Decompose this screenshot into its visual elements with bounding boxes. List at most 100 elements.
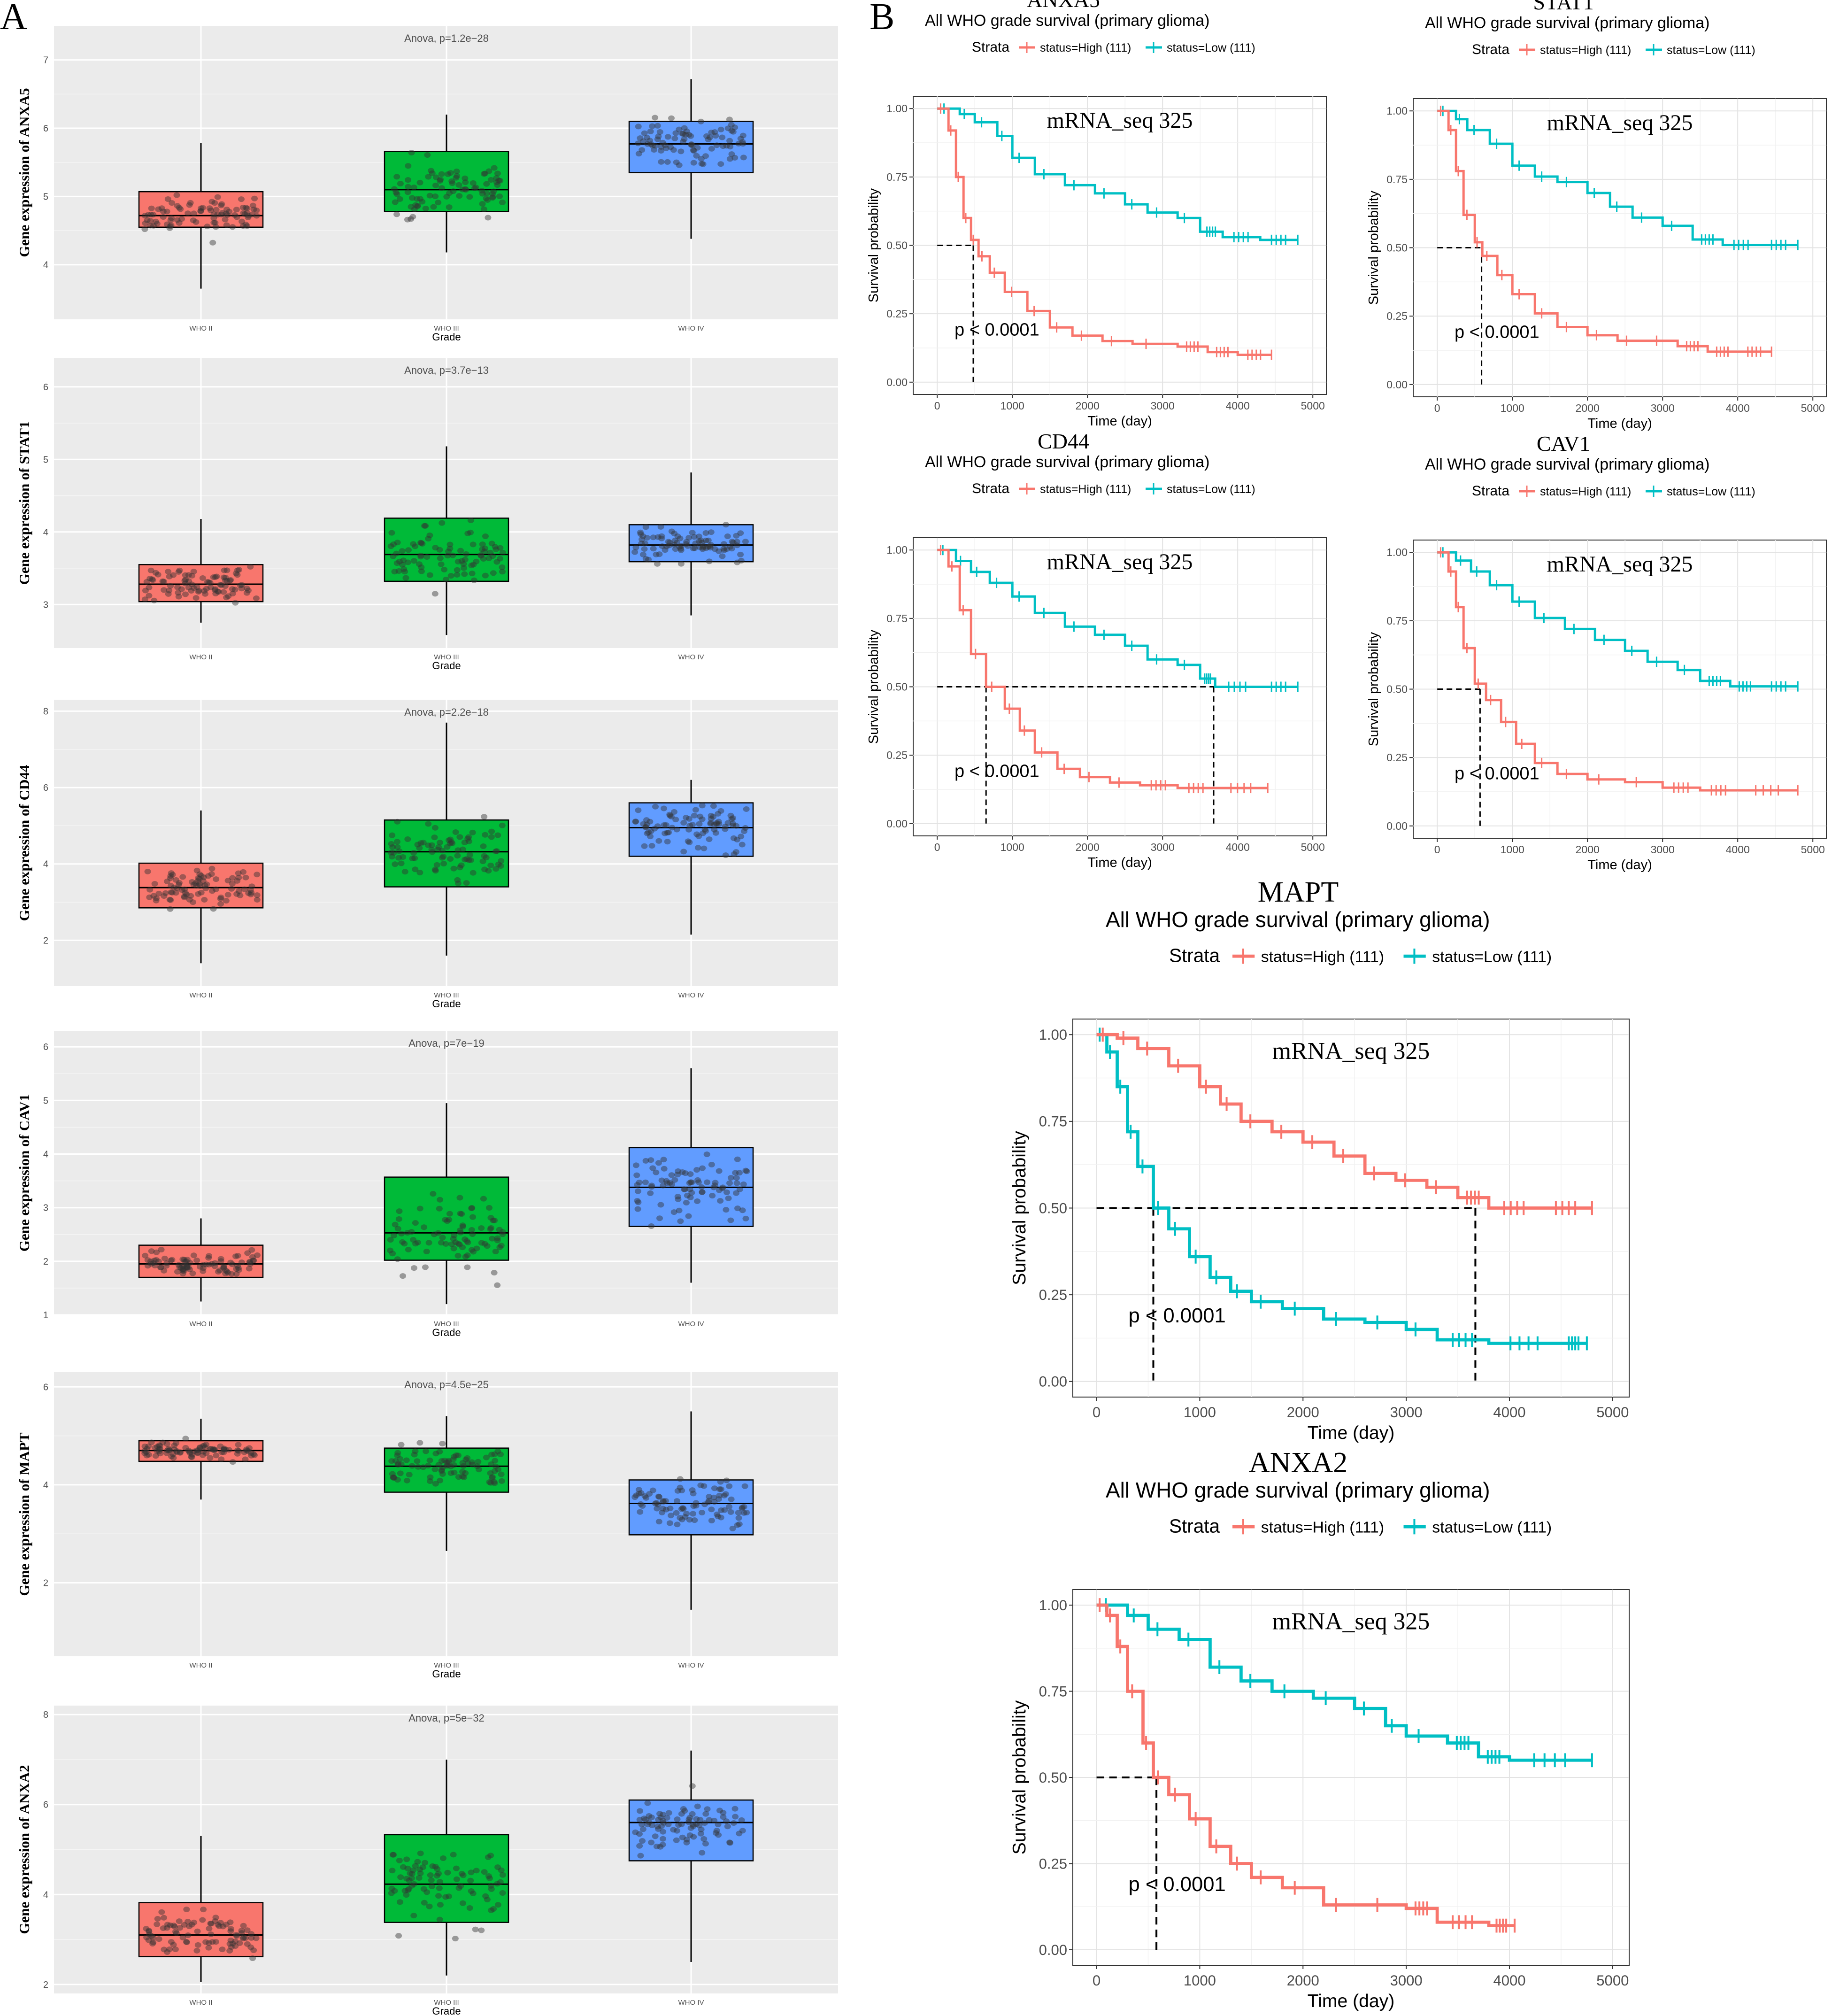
data-point (468, 1888, 475, 1894)
data-point (640, 138, 647, 144)
box-who-ii (138, 1902, 264, 1957)
data-point (488, 1461, 495, 1468)
legend-title: Strata (972, 481, 1009, 496)
data-point (146, 1928, 153, 1934)
data-point (645, 829, 652, 835)
data-point (396, 1899, 403, 1905)
data-point (464, 1455, 471, 1461)
data-point (443, 1463, 450, 1469)
data-point (217, 1443, 224, 1449)
data-point (417, 552, 424, 558)
data-point (682, 131, 689, 138)
data-point (683, 1839, 690, 1846)
data-point (240, 869, 247, 875)
data-point (681, 1187, 688, 1193)
x-tick-label: 1000 (1001, 841, 1024, 853)
data-point (389, 1852, 396, 1858)
data-point (662, 145, 670, 151)
data-point (683, 539, 690, 545)
data-point (717, 1514, 724, 1521)
data-point (723, 143, 730, 149)
data-point (199, 1917, 206, 1923)
p-value-label: p < 0.0001 (954, 762, 1039, 781)
data-point (640, 1815, 647, 1822)
data-point (404, 1230, 411, 1236)
km-panels: ANXA5 All WHO grade survival (primary gli… (866, 0, 1827, 2011)
data-point (446, 541, 454, 548)
data-point (711, 822, 718, 828)
x-axis-title: Grade (432, 2005, 461, 2016)
data-point (643, 1495, 650, 1501)
data-point (695, 538, 702, 544)
x-tick-label: 2000 (1287, 1972, 1319, 1989)
x-tick-label: WHO II (189, 324, 212, 332)
data-point (675, 1168, 682, 1174)
data-point (394, 1462, 401, 1468)
data-point (676, 1207, 683, 1213)
data-point (207, 1455, 214, 1461)
x-tick-label: 0 (1434, 843, 1440, 856)
data-point (683, 1199, 690, 1205)
gene-title: ANXA5 (1027, 0, 1100, 12)
data-point (444, 553, 451, 559)
data-point (655, 1494, 662, 1500)
data-point (698, 1826, 705, 1832)
data-point (449, 180, 456, 186)
data-point (631, 549, 639, 555)
data-point (160, 209, 167, 215)
data-point (692, 807, 699, 813)
data-point (705, 537, 712, 543)
data-point (399, 1239, 406, 1245)
data-point (467, 857, 474, 863)
data-point (637, 1853, 644, 1859)
data-point (711, 1817, 718, 1823)
data-point (224, 1270, 231, 1276)
data-point (238, 1930, 245, 1936)
data-point (171, 1443, 178, 1449)
data-point (462, 187, 470, 193)
data-point (454, 1452, 462, 1459)
y-tick-label: 0.75 (1039, 1683, 1067, 1699)
data-point (699, 1189, 706, 1195)
data-point (157, 1265, 164, 1271)
data-point (648, 843, 655, 849)
data-point (216, 1923, 223, 1929)
data-point (416, 196, 423, 202)
data-point (448, 1241, 455, 1247)
data-point (217, 896, 224, 902)
data-point (483, 190, 490, 196)
data-point (457, 548, 464, 554)
data-point (451, 1233, 458, 1239)
data-point (244, 223, 251, 229)
data-point (681, 1186, 688, 1192)
panel-label-a: A (0, 0, 27, 38)
box-who-iv (628, 1799, 754, 1862)
data-point (192, 219, 200, 225)
data-point (450, 1245, 457, 1251)
data-point (443, 193, 450, 200)
gene-title: CAV1 (1537, 432, 1590, 456)
survival-curve-high (1437, 551, 1798, 792)
data-point (494, 1282, 501, 1288)
data-point (486, 1875, 493, 1881)
data-point (246, 1266, 253, 1272)
plot-title: All WHO grade survival (primary glioma) (1425, 456, 1709, 473)
data-point (160, 214, 167, 220)
data-point (460, 561, 467, 567)
data-point (701, 1501, 708, 1507)
data-point (647, 1190, 654, 1196)
data-point (205, 1255, 212, 1261)
data-point (446, 1211, 453, 1217)
data-point (175, 569, 182, 575)
data-point (655, 1160, 662, 1166)
data-point (215, 589, 222, 595)
data-point (218, 211, 225, 217)
data-point (228, 886, 235, 892)
data-point (662, 142, 669, 148)
data-point (654, 136, 661, 142)
data-point (708, 146, 715, 152)
data-point (686, 839, 693, 845)
data-point (220, 1265, 227, 1271)
data-point (468, 1205, 475, 1212)
p-value-label: p < 0.0001 (1129, 1305, 1226, 1327)
